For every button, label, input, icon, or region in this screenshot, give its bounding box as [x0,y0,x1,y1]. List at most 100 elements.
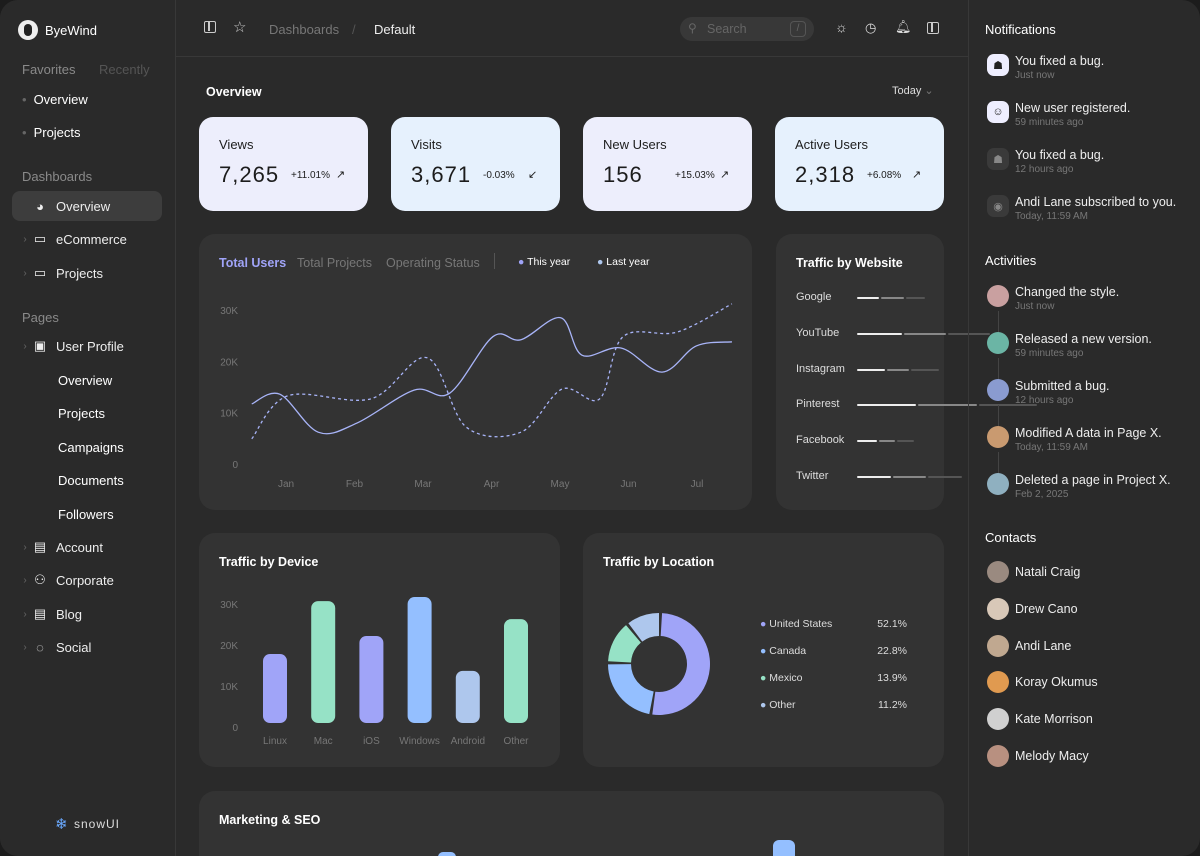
brand-avatar[interactable] [18,20,38,40]
contact-item[interactable]: Andi Lane [987,634,1197,675]
activity-item[interactable]: Submitted a bug. 12 hours ago [987,379,1197,419]
stat-value: 156 [603,162,643,187]
traffic-bar-segment [857,332,902,335]
sidebar-item-social[interactable]: › ◌ Social [23,639,92,655]
legend-label: Other [769,699,796,711]
stat-label: Active Users [795,137,868,152]
broadcast-icon: ◉ [987,195,1009,217]
panel-toggle-icon[interactable] [927,22,939,34]
contact-name: Kate Morrison [1015,712,1093,727]
search-input[interactable]: ⚲ Search / [680,17,814,41]
contact-item[interactable]: Drew Cano [987,597,1197,638]
subitem-documents[interactable]: Documents [58,473,124,488]
activity-item[interactable]: Changed the style. Just now [987,285,1197,325]
activity-avatar [987,379,1009,401]
brand-name[interactable]: ByeWind [45,23,98,38]
contact-item[interactable]: Melody Macy [987,745,1197,785]
favorite-overview[interactable]: • Overview [22,92,88,107]
y-tick-label: 20K [220,641,238,652]
traffic-bar-segment [905,297,926,299]
activity-avatar [987,285,1009,307]
activity-time: Today, 11:59 AM [1015,442,1089,453]
bell-icon[interactable]: 🔔︎ [895,19,912,34]
x-tick-label: Mar [414,479,432,490]
tab-total-users[interactable]: Total Users [219,256,287,270]
sidebar-toggle-icon[interactable] [204,21,216,33]
notification-item[interactable]: ◉ Andi Lane subscribed to you. Today, 11… [987,195,1197,235]
x-tick-label: Jul [691,479,704,490]
breadcrumb-default[interactable]: Default [374,22,416,37]
stat-change: +15.03% [675,170,715,181]
contact-name: Melody Macy [1015,749,1089,763]
sidebar-item-account[interactable]: › ▤ Account [23,539,103,555]
activity-avatar [987,332,1009,354]
stat-card: New Users 156 +15.03% ↗ [583,117,752,211]
tab-total-projects[interactable]: Total Projects [297,256,373,270]
bug-icon: ☗ [987,148,1009,170]
activity-text: Submitted a bug. [1015,379,1110,393]
stat-change: +6.08% [867,170,902,181]
y-tick-label: 30K [220,600,238,611]
sun-icon[interactable]: ☼ [835,19,848,35]
contact-avatar [987,561,1009,583]
x-tick-label: Mac [314,736,333,747]
timeline-line [998,405,999,431]
history-icon[interactable]: ◷ [865,20,877,35]
legend-label: United States [769,618,833,630]
x-tick-label: Jun [620,479,636,490]
notification-time: 12 hours ago [1015,164,1074,175]
subitem-overview[interactable]: Overview [58,373,113,388]
range-select[interactable]: Today ⌄ [892,84,934,97]
x-tick-label: Windows [399,736,440,747]
notification-time: Just now [1015,70,1055,81]
contact-name: Koray Okumus [1015,675,1098,690]
activity-item[interactable]: Modified A data in Page X. Today, 11:59 … [987,426,1197,466]
location-title: Traffic by Location [603,555,715,569]
notification-text: Andi Lane subscribed to you. [1015,195,1177,209]
location-donut-chart [608,613,711,716]
legend-this-year: ● This year [518,256,571,268]
sidebar: ByeWind Favorites Recently • Overview • Pr… [0,0,176,856]
device-title: Traffic by Device [219,555,319,569]
notification-item[interactable]: ☺ New user registered. 59 minutes ago [987,101,1197,141]
subitem-followers[interactable]: Followers [58,507,114,522]
activity-item[interactable]: Released a new version. 59 minutes ago [987,332,1197,372]
contact-item[interactable]: Koray Okumus [987,671,1197,711]
traffic-bar-segment [928,476,962,478]
sidebar-item-ecommerce[interactable]: › ▭ eCommerce [23,231,127,247]
star-icon[interactable]: ☆ [233,19,247,36]
favorite-projects[interactable]: • Projects [22,125,81,140]
user-profile-icon: ▣ [33,338,47,353]
sidebar-item-projects[interactable]: › ▭ Projects [23,265,103,281]
notification-item[interactable]: ☗ You fixed a bug. Just now [987,54,1197,94]
legend-dot: ● [760,618,767,630]
activity-item[interactable]: Deleted a page in Project X. Feb 2, 2025 [987,473,1197,513]
sidebar-item-user-profile[interactable]: › ▣ User Profile [23,338,124,354]
search-icon: ⚲ [688,21,697,35]
y-tick-label: 10K [220,409,238,420]
chat-icon: ◌ [36,639,44,655]
y-tick-label: 0 [232,460,238,471]
traffic-bar-segment [857,440,877,443]
sidebar-item-label: Social [56,639,92,655]
breadcrumb-dashboards[interactable]: Dashboards [269,22,340,37]
tab-operating-status[interactable]: Operating Status [386,256,480,270]
bar-mac [311,601,336,723]
search-shortcut: / [790,21,806,37]
sidebar-item-overview[interactable]: ◕ Overview [12,191,162,221]
subitem-projects[interactable]: Projects [58,406,105,421]
traffic-bar-segment [892,476,927,478]
trend-up-icon: ↗ [720,169,730,181]
sidebar-item-corporate[interactable]: › ⚇ Corporate [23,572,114,588]
contact-item[interactable]: Natali Craig [987,561,1197,601]
subitem-campaigns[interactable]: Campaigns [58,440,124,455]
location-legend-item: ● Other [760,699,796,711]
marketing-bar [773,840,795,856]
sidebar-item-blog[interactable]: › ▤ Blog [23,606,83,622]
contact-item[interactable]: Kate Morrison [987,708,1197,748]
tab-favorites[interactable]: Favorites [22,62,76,77]
y-tick-label: 0 [232,723,238,734]
notification-item[interactable]: ☗ You fixed a bug. 12 hours ago [987,148,1197,188]
tab-recently[interactable]: Recently [99,62,150,77]
stat-card: Active Users 2,318 +6.08% ↗ [775,117,944,211]
